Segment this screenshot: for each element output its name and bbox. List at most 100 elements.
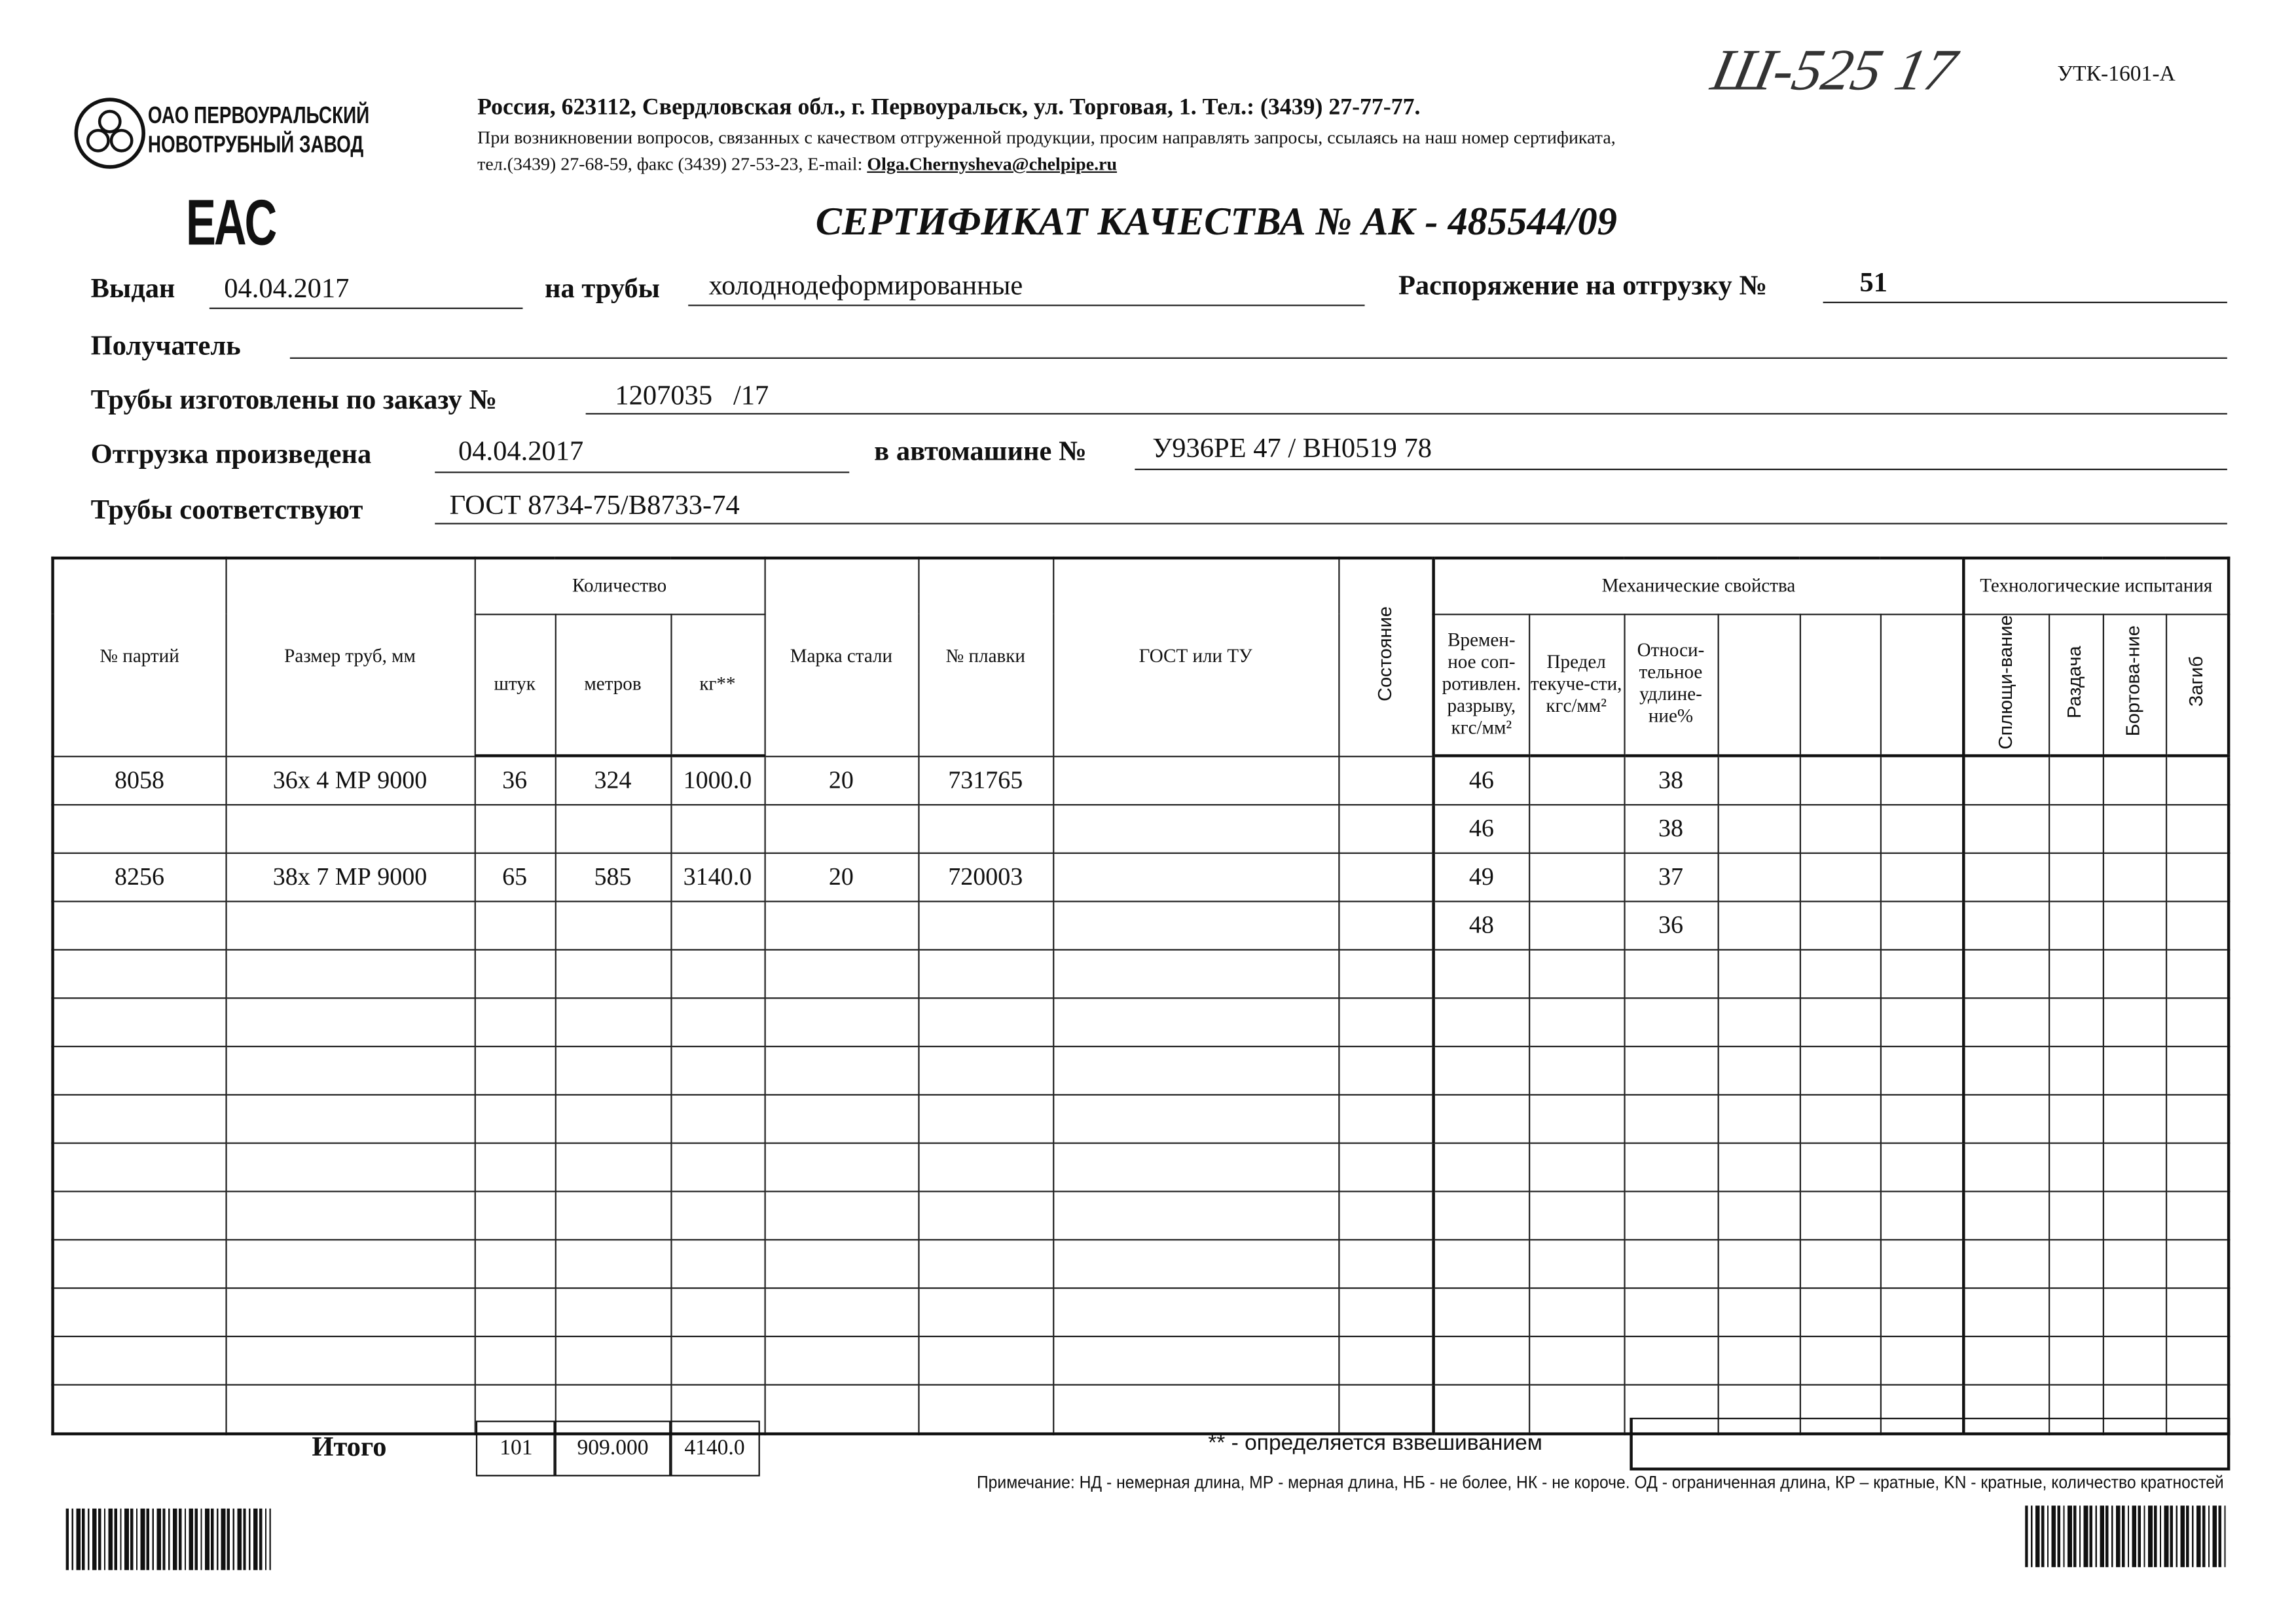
company-name: ОАО ПЕРВОУРАЛЬСКИЙ НОВОТРУБНЫЙ ЗАВОД — [148, 103, 369, 161]
cell-grade — [763, 1287, 919, 1338]
cell-expand — [2047, 1046, 2104, 1096]
header-tensile: Времен-ное соп-ротивлен. разрыву, кгс/мм… — [1432, 613, 1530, 758]
cell-bend — [2164, 804, 2230, 855]
cell-kg — [670, 1046, 765, 1096]
cell-lot — [52, 1046, 227, 1096]
header-grade: Марка стали — [763, 557, 919, 757]
cell-size: 36х 4 МР 9000 — [225, 755, 475, 806]
header-empty — [1879, 613, 1965, 758]
cell-size — [225, 1142, 475, 1192]
cell-m — [554, 1239, 672, 1289]
company-name-line1: ОАО ПЕРВОУРАЛЬСКИЙ — [147, 103, 370, 129]
phones-text: тел.(3439) 27-68-59, факс (3439) 27-53-2… — [477, 153, 867, 175]
cell-gost — [1051, 949, 1339, 999]
cell-gost — [1051, 755, 1339, 806]
cell-m — [554, 1336, 672, 1386]
cell-elong — [1623, 1287, 1719, 1338]
cell-yield — [1527, 1142, 1625, 1192]
cell-m: 324 — [554, 755, 672, 806]
barcode-left — [65, 1508, 271, 1570]
cell-flat — [1963, 997, 2050, 1048]
cell-kg — [670, 1094, 765, 1145]
email-link[interactable]: Olga.Chernysheva@chelpipe.ru — [867, 153, 1118, 175]
weighing-note: ** - определяется взвешиванием — [1208, 1431, 1542, 1456]
cell-lot — [52, 900, 227, 951]
totals-label: Итого — [312, 1432, 387, 1464]
cell-expand — [2047, 1142, 2104, 1192]
pipes-value: холоднодеформированные — [708, 270, 1023, 302]
cell-gost — [1051, 1094, 1339, 1145]
cell-grade — [763, 900, 919, 951]
cell-grade — [763, 997, 919, 1048]
cell-flange — [2102, 1094, 2167, 1145]
cell-e3 — [1879, 997, 1965, 1048]
cell-pcs — [473, 1142, 556, 1192]
cell-lot — [52, 804, 227, 855]
cell-lot — [52, 997, 227, 1048]
cell-flat — [1963, 1190, 2050, 1241]
header-flanging: Бортова-ние — [2102, 613, 2167, 758]
cell-e2 — [1798, 1239, 1881, 1289]
cell-e2 — [1798, 997, 1881, 1048]
cell-flat — [1963, 755, 2050, 806]
header-pcs: штук — [473, 613, 556, 758]
cell-expand — [2047, 1190, 2104, 1241]
cell-pcs — [473, 1239, 556, 1289]
cell-heat — [917, 1239, 1054, 1289]
cell-m — [554, 1094, 672, 1145]
cell-flat — [1963, 949, 2050, 999]
company-name-line2: НОВОТРУБНЫЙ ЗАВОД — [147, 133, 364, 158]
cell-yield — [1527, 1046, 1625, 1096]
certificate-title: СЕРТИФИКАТ КАЧЕСТВА № АК - 485544/09 — [815, 199, 1617, 244]
cell-m — [554, 1384, 672, 1435]
cell-size — [225, 949, 475, 999]
cell-kg — [670, 949, 765, 999]
cell-flange — [2102, 900, 2167, 951]
cell-e3 — [1879, 1142, 1965, 1192]
cell-tensile: 46 — [1432, 804, 1530, 855]
cell-pcs — [473, 1046, 556, 1096]
header-quantity: Количество — [473, 557, 765, 615]
cell-pcs — [473, 1336, 556, 1386]
cell-state — [1338, 900, 1435, 951]
cell-e3 — [1879, 1094, 1965, 1145]
cell-bend — [2164, 853, 2230, 903]
cell-kg — [670, 1142, 765, 1192]
cell-e2 — [1798, 1384, 1881, 1435]
cell-yield — [1527, 1336, 1625, 1386]
cell-bend — [2164, 1142, 2230, 1192]
cell-state — [1338, 1336, 1435, 1386]
cell-flat — [1963, 804, 2050, 855]
table-row: 8256 38х 7 МР 9000 65 585 3140.0 20 720003 49 37 — [52, 853, 2230, 903]
cell-e2 — [1798, 949, 1881, 999]
cell-e1 — [1717, 1046, 1800, 1096]
cell-e2 — [1798, 755, 1881, 806]
cell-flange — [2102, 1046, 2167, 1096]
cell-m — [554, 1287, 672, 1338]
cell-flat — [1963, 1142, 2050, 1192]
cell-tensile — [1432, 1094, 1530, 1145]
cell-bend — [2164, 900, 2230, 951]
handwritten-number: Ш-525 17 — [1706, 36, 1962, 103]
cell-flat — [1963, 900, 2050, 951]
cell-pcs — [473, 1287, 556, 1338]
cell-heat: 731765 — [917, 755, 1054, 806]
header-empty — [1798, 613, 1881, 758]
cell-heat — [917, 1336, 1054, 1386]
header-technological: Технологические испытания — [1963, 557, 2230, 615]
issued-underline — [209, 307, 523, 309]
cell-yield — [1527, 900, 1625, 951]
cell-tensile — [1432, 1142, 1530, 1192]
cell-elong — [1623, 1384, 1719, 1435]
cell-e3 — [1879, 900, 1965, 951]
cell-bend — [2164, 755, 2230, 806]
cell-grade — [763, 1094, 919, 1145]
pipes-underline — [688, 304, 1365, 306]
table-row — [52, 949, 2230, 999]
cell-tensile — [1432, 949, 1530, 999]
cell-grade — [763, 1142, 919, 1192]
cell-tensile — [1432, 1046, 1530, 1096]
issued-label: Выдан — [90, 274, 175, 305]
total-kg: 4140.0 — [669, 1420, 760, 1477]
